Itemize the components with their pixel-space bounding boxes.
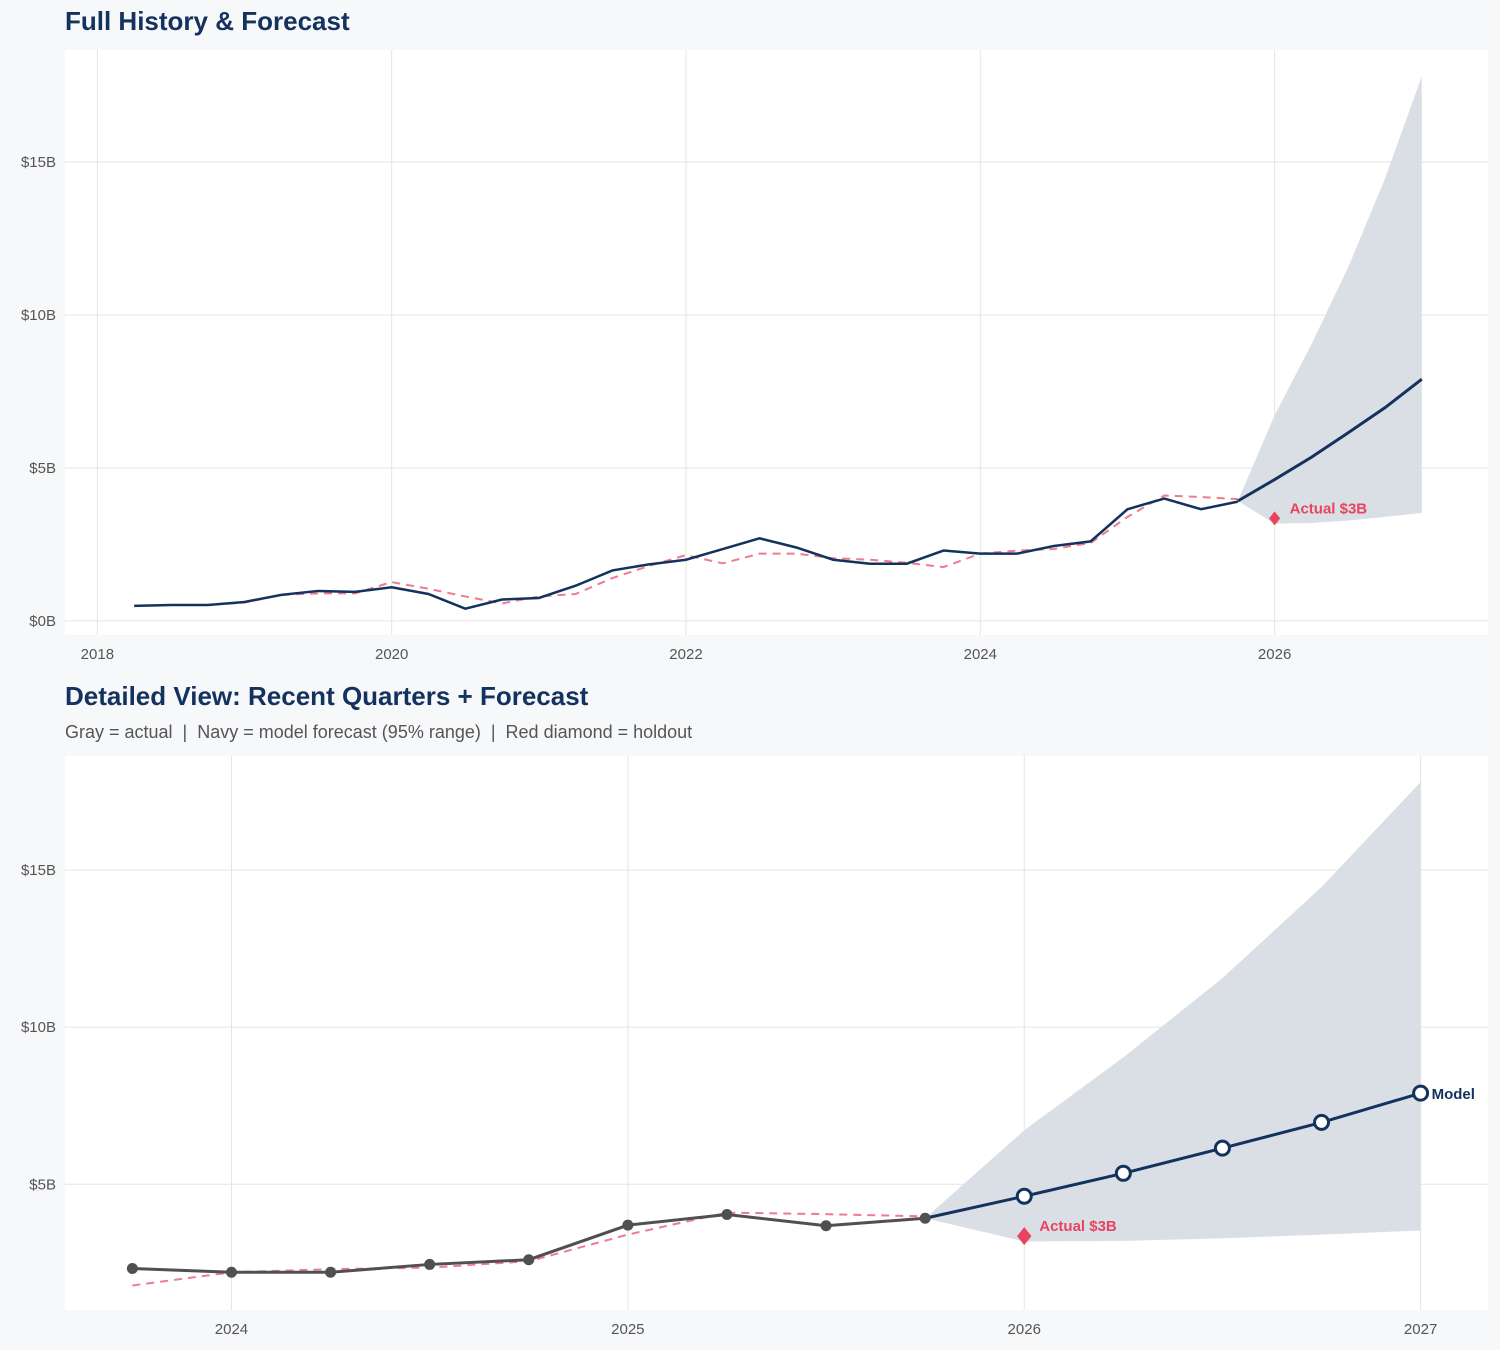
x-tick-label: 2026 xyxy=(1258,646,1291,663)
y-tick-label: $0B xyxy=(29,613,56,630)
plot-area xyxy=(65,50,1488,635)
x-tick-label: 2025 xyxy=(611,1321,644,1338)
actual-point xyxy=(424,1258,436,1270)
forecast-95-band xyxy=(925,782,1421,1242)
x-tick-label: 2024 xyxy=(964,646,997,663)
x-tick-label: 2022 xyxy=(669,646,702,663)
forecast-point xyxy=(1114,1164,1132,1182)
model-label: Model xyxy=(1432,1086,1475,1103)
actual-point xyxy=(919,1212,931,1224)
bottom-chart-title: Detailed View: Recent Quarters + Forecas… xyxy=(65,681,589,711)
bottom-chart: 2024 2025 2026 2027 $5B $10B $15B Model Actual $… xyxy=(21,756,1488,1338)
x-tick-label: 2027 xyxy=(1404,1321,1437,1338)
actual-line xyxy=(134,497,1239,610)
y-tick-label: $5B xyxy=(29,460,56,477)
holdout-diamond xyxy=(1269,511,1281,526)
x-tick-label: 2020 xyxy=(375,646,408,663)
actual-point xyxy=(225,1266,237,1278)
x-tick-label: 2024 xyxy=(215,1321,248,1338)
actual-point xyxy=(721,1208,733,1220)
top-chart: 2018 2020 2022 2024 2026 $0B $5B $10B $15B Actual… xyxy=(21,50,1488,663)
y-tick-label: $15B xyxy=(21,862,56,879)
actual-point xyxy=(820,1220,832,1232)
actual-point xyxy=(622,1219,634,1231)
forecast-point xyxy=(1412,1084,1430,1102)
holdout-diamond xyxy=(1017,1227,1032,1246)
y-tick-label: $5B xyxy=(29,1176,56,1193)
y-tick-label: $10B xyxy=(21,307,56,324)
y-tick-label: $15B xyxy=(21,154,56,171)
forecast-point xyxy=(1015,1187,1033,1205)
forecast-point xyxy=(1313,1113,1331,1131)
x-tick-label: 2026 xyxy=(1008,1321,1041,1338)
holdout-label: Actual $3B xyxy=(1290,500,1368,517)
forecast-line xyxy=(1237,378,1423,503)
bottom-chart-subtitle: Gray = actual | Navy = model forecast (9… xyxy=(65,722,693,742)
forecast-95-band xyxy=(1237,76,1422,524)
top-chart-title: Full History & Forecast xyxy=(65,6,350,36)
y-tick-label: $10B xyxy=(21,1019,56,1036)
actual-point xyxy=(523,1254,535,1266)
actual-point xyxy=(325,1266,337,1278)
x-tick-label: 2018 xyxy=(81,646,114,663)
fitted-line xyxy=(170,494,1238,607)
forecast-line xyxy=(924,1091,1422,1220)
actual-point xyxy=(126,1263,138,1275)
forecast-point xyxy=(1213,1139,1231,1157)
holdout-label: Actual $3B xyxy=(1039,1218,1117,1235)
